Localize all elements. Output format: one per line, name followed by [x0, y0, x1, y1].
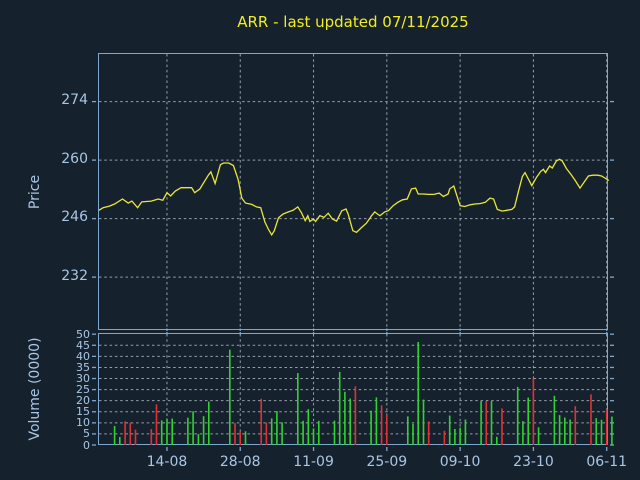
volume-bar-up [244, 430, 246, 445]
volume-bar-up [521, 420, 524, 445]
volume-ytick-label: 25 [76, 383, 90, 397]
volume-ytick-label: 0 [83, 438, 90, 452]
volume-ytick-label: 5 [83, 427, 90, 441]
volume-bar-down [532, 378, 534, 445]
volume-bar-down [238, 430, 241, 445]
price-ytick-label: 260 [61, 150, 88, 167]
volume-ytick-label: 45 [76, 338, 90, 352]
volume-bar-up [207, 401, 210, 445]
volume-bar-plot [91, 328, 614, 451]
price-line-series [98, 158, 609, 236]
volume-bar-up [338, 371, 340, 445]
volume-bar-up [516, 386, 518, 445]
volume-bar-down [233, 422, 236, 445]
volume-ytick-label: 15 [76, 405, 90, 419]
volume-bar-up [416, 341, 419, 445]
x-tick-label: 25-09 [366, 454, 408, 470]
price-ytick-label: 246 [61, 209, 88, 226]
volume-bar-up [406, 415, 409, 445]
x-tick-label: 09-10 [439, 454, 481, 470]
x-tick-label: 06-11 [586, 454, 628, 470]
volume-bar-up [228, 349, 231, 445]
volume-bar-up [186, 417, 189, 445]
volume-bar-up [333, 420, 335, 445]
price-ytick-label: 232 [61, 267, 88, 284]
volume-bar-up [553, 395, 555, 445]
volume-bar-up [170, 418, 173, 445]
volume-bar-up [280, 421, 283, 445]
volume-bar-up [113, 425, 115, 445]
volume-bar-up [197, 433, 199, 445]
chart-title: ARR - last updated 07/11/2025 [237, 13, 469, 31]
volume-bar-down [123, 420, 126, 445]
volume-bar-down [129, 422, 131, 445]
volume-bar-up [458, 427, 461, 445]
volume-bar-down [265, 422, 267, 445]
volume-bar-down [427, 421, 429, 445]
volume-ytick-label: 30 [76, 372, 90, 386]
volume-bar-up [448, 415, 450, 445]
volume-bar-up [600, 419, 602, 445]
volume-bar-up [526, 397, 529, 445]
volume-bar-down [259, 398, 262, 445]
volume-bar-down [385, 414, 388, 445]
volume-ytick-label: 35 [76, 360, 90, 374]
volume-bar-up [202, 415, 204, 445]
price-ytick-label: 274 [61, 92, 88, 109]
price-panel [91, 53, 614, 334]
x-tick-label: 11-09 [293, 454, 334, 470]
volume-bar-up [495, 436, 498, 445]
volume-ytick-label: 20 [76, 394, 90, 408]
volume-bar-down [500, 407, 503, 445]
volume-bar-up [296, 372, 299, 445]
volume-bar-up [118, 436, 121, 445]
volume-bar-up [275, 410, 278, 445]
volume-bar-up [191, 410, 194, 445]
volume-bar-up [537, 426, 539, 445]
volume-bar-up [563, 417, 566, 445]
volume-bar-down [134, 429, 136, 445]
volume-bar-up [490, 400, 492, 445]
volume-bar-down [443, 430, 445, 445]
volume-bar-up [348, 398, 351, 445]
volume-bar-up [411, 423, 414, 445]
volume-bar-up [270, 417, 272, 445]
x-tick-label: 23-10 [513, 454, 554, 470]
volume-bar-down [155, 403, 157, 445]
volume-bar-up [343, 391, 346, 445]
volume-bar-up [422, 399, 424, 445]
volume-bar-up [369, 410, 372, 445]
volume-bar-down [485, 400, 487, 445]
volume-bar-up [453, 428, 456, 445]
volume-bar-up [160, 419, 162, 445]
volume-bar-up [568, 419, 571, 445]
volume-bar-down [380, 404, 382, 445]
volume-ytick-label: 40 [76, 349, 90, 363]
volume-bar-down [589, 393, 592, 445]
volume-bar-up [312, 427, 314, 445]
volume-bar-up [307, 408, 309, 445]
volume-bar-up [558, 414, 560, 445]
volume-bar-up [165, 418, 168, 445]
volume-bar-down [574, 405, 576, 445]
volume-bar-up [479, 400, 482, 445]
volume-bar-up [610, 416, 613, 445]
volume-axis-label: Volume (0000) [27, 337, 43, 441]
price-axis-label: Price [27, 174, 43, 210]
volume-bar-down [605, 408, 607, 445]
volume-bar-up [375, 396, 377, 445]
volume-ytick-label: 10 [76, 416, 90, 430]
price-line-plot [91, 53, 614, 334]
volume-bar-up [317, 420, 320, 445]
volume-bar-up [464, 419, 466, 445]
x-tick-label: 14-08 [146, 454, 188, 470]
volume-bar-up [594, 417, 597, 445]
volume-bar-down [354, 385, 356, 445]
x-tick-label: 28-08 [219, 454, 261, 470]
volume-ytick-label: 50 [76, 327, 90, 341]
volume-bar-down [150, 428, 152, 445]
volume-bar-up [301, 420, 304, 445]
volume-panel [91, 328, 614, 451]
